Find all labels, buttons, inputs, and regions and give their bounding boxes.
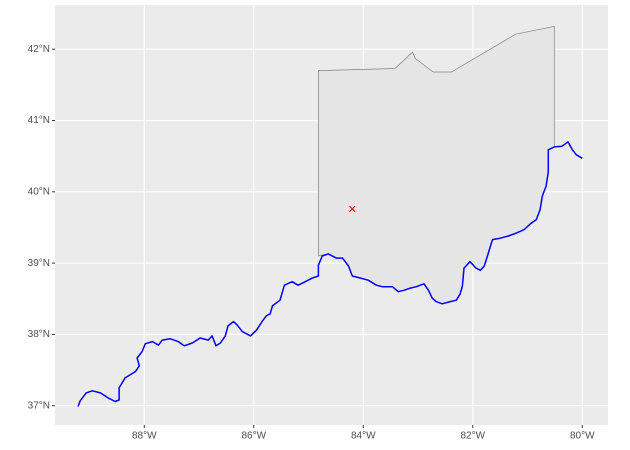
point <box>349 205 356 213</box>
river <box>77 141 583 407</box>
y-tick-label: 37°N <box>28 400 50 411</box>
y-tick-label: 38°N <box>28 329 50 340</box>
y-tick-label: 40°N <box>28 186 50 197</box>
y-tick-label: 41°N <box>28 115 50 126</box>
x-tick-label: 84°W <box>351 431 376 442</box>
x-tick-label: 80°W <box>570 431 595 442</box>
x-tick-label: 88°W <box>132 431 157 442</box>
y-tick-label: 39°N <box>28 258 50 269</box>
x-tick-label: 86°W <box>241 431 266 442</box>
y-tick-label: 42°N <box>28 44 50 55</box>
x-tick-label: 82°W <box>460 431 485 442</box>
